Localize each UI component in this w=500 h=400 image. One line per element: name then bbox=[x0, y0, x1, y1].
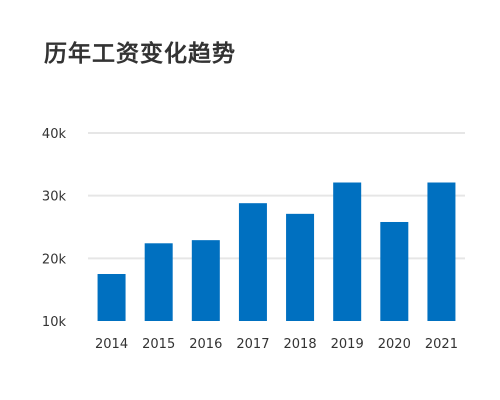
y-tick-label: 10k bbox=[42, 315, 67, 330]
y-tick-label: 40k bbox=[42, 127, 67, 142]
x-tick-label-2016: 2016 bbox=[189, 337, 222, 352]
bar-2019 bbox=[333, 182, 362, 321]
bar-2021 bbox=[427, 182, 456, 321]
x-tick-label-2020: 2020 bbox=[378, 337, 411, 352]
x-axis: 2014 2015 2016 2017 2018 2019 2020 2021 bbox=[95, 337, 458, 352]
bar-2015 bbox=[144, 243, 173, 321]
y-tick-label: 30k bbox=[42, 190, 67, 205]
bar-2016 bbox=[191, 240, 220, 321]
bar-2014 bbox=[97, 274, 126, 321]
x-tick-label-2015: 2015 bbox=[142, 337, 175, 352]
x-tick-label-2021: 2021 bbox=[425, 337, 458, 352]
x-tick-label-2019: 2019 bbox=[331, 337, 364, 352]
bars bbox=[97, 182, 456, 321]
chart-title: 历年工资变化趋势 bbox=[44, 41, 236, 67]
bar-2018 bbox=[286, 213, 315, 321]
x-tick-label-2014: 2014 bbox=[95, 337, 128, 352]
bar-2020 bbox=[380, 221, 409, 321]
bar-2017 bbox=[238, 203, 267, 321]
gridlines bbox=[88, 132, 465, 260]
x-tick-label-2017: 2017 bbox=[236, 337, 269, 352]
x-tick-label-2018: 2018 bbox=[284, 337, 317, 352]
y-axis: 10k 20k 30k 40k bbox=[42, 127, 67, 330]
y-tick-label: 20k bbox=[42, 252, 67, 267]
